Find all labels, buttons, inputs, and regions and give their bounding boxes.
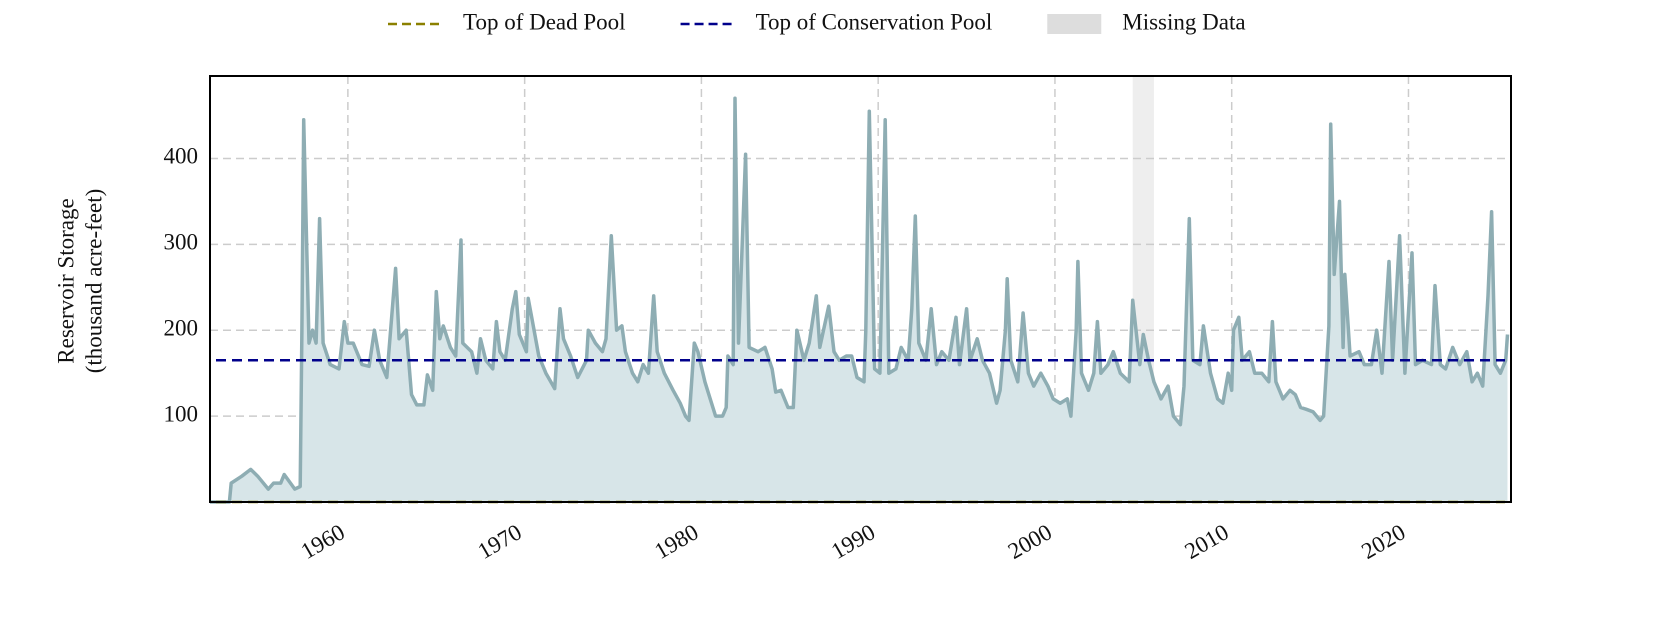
x-tick-label: 1980 [650,519,702,564]
legend-label: Top of Conservation Pool [756,9,993,34]
y-tick-label: 300 [164,230,199,255]
y-tick-label: 400 [164,144,199,169]
legend-label: Top of Dead Pool [463,9,626,34]
plot-frame [209,75,1512,503]
x-tick-label: 1970 [473,519,525,564]
y-tick-label: 200 [164,316,199,341]
x-tick-label: 1990 [827,519,879,564]
y-axis-label: Reservoir Storage [53,198,78,363]
x-tick-label: 2000 [1004,519,1056,564]
storage-area [210,98,1508,503]
x-tick-label: 1960 [297,519,349,564]
y-axis-label: (thousand acre-feet) [81,189,106,374]
legend-swatch [1047,14,1102,34]
legend-label: Missing Data [1122,9,1245,34]
x-tick-label: 2010 [1181,519,1233,564]
storage-line [210,96,1510,504]
y-tick-label: 100 [164,401,199,426]
x-tick-label: 2020 [1357,519,1409,564]
